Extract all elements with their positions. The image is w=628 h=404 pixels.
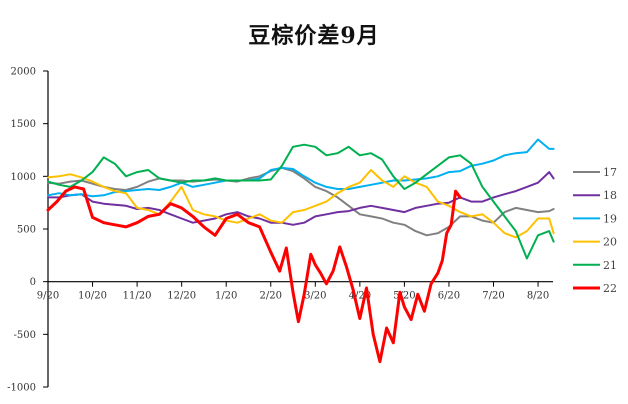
legend-label: 19	[603, 212, 617, 225]
x-tick-label: 5/20	[393, 291, 415, 302]
x-tick-label: 2/20	[260, 291, 282, 302]
legend-item-19: 19	[573, 212, 617, 225]
chart-title: 豆棕价差9月	[248, 23, 380, 49]
legend-label: 17	[603, 166, 617, 179]
x-tick-label: 9/20	[37, 291, 59, 302]
legend-item-22: 22	[573, 282, 617, 295]
y-tick-label: 1500	[11, 119, 36, 130]
legend-label: 22	[603, 282, 617, 295]
x-tick-label: 1/20	[215, 291, 237, 302]
series-line-20	[47, 169, 555, 239]
x-tick-label: 8/20	[527, 291, 549, 302]
y-tick-label: -500	[14, 330, 36, 341]
chart-axes: 2000 1500 1000 500 0 -500 -1000 9/20 10/20 11/20 1…	[7, 67, 553, 394]
series-line-19	[47, 138, 555, 198]
legend-item-18: 18	[573, 189, 617, 202]
y-tick-label: -1000	[7, 383, 36, 394]
legend-label: 21	[603, 259, 617, 272]
series-line-17	[47, 166, 555, 237]
legend-item-21: 21	[573, 259, 617, 272]
y-tick-label: 2000	[11, 67, 36, 78]
legend-label: 18	[603, 189, 617, 202]
x-tick-label: 6/20	[438, 291, 460, 302]
x-tick-label: 3/20	[304, 291, 326, 302]
chart-series	[46, 138, 555, 364]
series-line-22	[46, 185, 462, 364]
y-tick-label: 0	[30, 277, 36, 288]
x-tick-label: 10/20	[78, 291, 107, 302]
legend-label: 20	[603, 236, 617, 249]
series-line-21	[47, 143, 555, 260]
chart-legend: 17 18 19 20 21 22	[573, 166, 617, 295]
y-tick-label: 1000	[11, 172, 36, 183]
legend-item-20: 20	[573, 236, 617, 249]
x-tick-label: 7/20	[482, 291, 504, 302]
x-tick-label: 12/20	[167, 291, 196, 302]
y-tick-label: 500	[17, 225, 36, 236]
x-tick-label: 4/20	[349, 291, 371, 302]
x-tick-label: 11/20	[123, 291, 152, 302]
series-line-18	[47, 171, 555, 226]
legend-item-17: 17	[573, 166, 617, 179]
